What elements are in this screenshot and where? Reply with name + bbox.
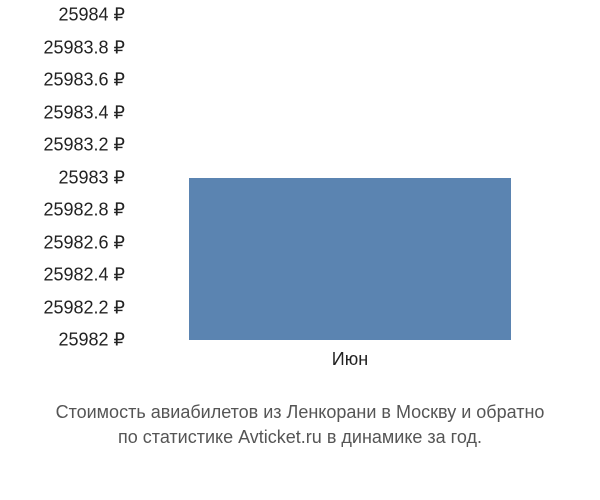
- y-tick-label: 25983 ₽: [58, 167, 125, 188]
- y-axis: 25984 ₽ 25983.8 ₽ 25983.6 ₽ 25983.4 ₽ 25…: [0, 10, 125, 340]
- caption-line-1: Стоимость авиабилетов из Ленкорани в Мос…: [40, 400, 560, 425]
- y-tick-label: 25983.2 ₽: [43, 135, 125, 156]
- y-tick-label: 25982.2 ₽: [43, 297, 125, 318]
- y-tick-label: 25983.6 ₽: [43, 70, 125, 91]
- plot-area: [135, 15, 565, 340]
- bar-jun: [189, 178, 512, 341]
- y-tick-label: 25982.4 ₽: [43, 265, 125, 286]
- y-tick-label: 25982.8 ₽: [43, 200, 125, 221]
- caption-line-2: по статистике Avticket.ru в динамике за …: [40, 425, 560, 450]
- chart-caption: Стоимость авиабилетов из Ленкорани в Мос…: [0, 400, 600, 450]
- y-tick-label: 25982 ₽: [58, 330, 125, 351]
- price-chart: 25984 ₽ 25983.8 ₽ 25983.6 ₽ 25983.4 ₽ 25…: [0, 10, 600, 380]
- x-tick-label: Июн: [332, 349, 368, 370]
- y-tick-label: 25983.4 ₽: [43, 102, 125, 123]
- y-tick-label: 25982.6 ₽: [43, 232, 125, 253]
- y-tick-label: 25983.8 ₽: [43, 37, 125, 58]
- x-axis: Июн: [135, 345, 565, 375]
- y-tick-label: 25984 ₽: [58, 5, 125, 26]
